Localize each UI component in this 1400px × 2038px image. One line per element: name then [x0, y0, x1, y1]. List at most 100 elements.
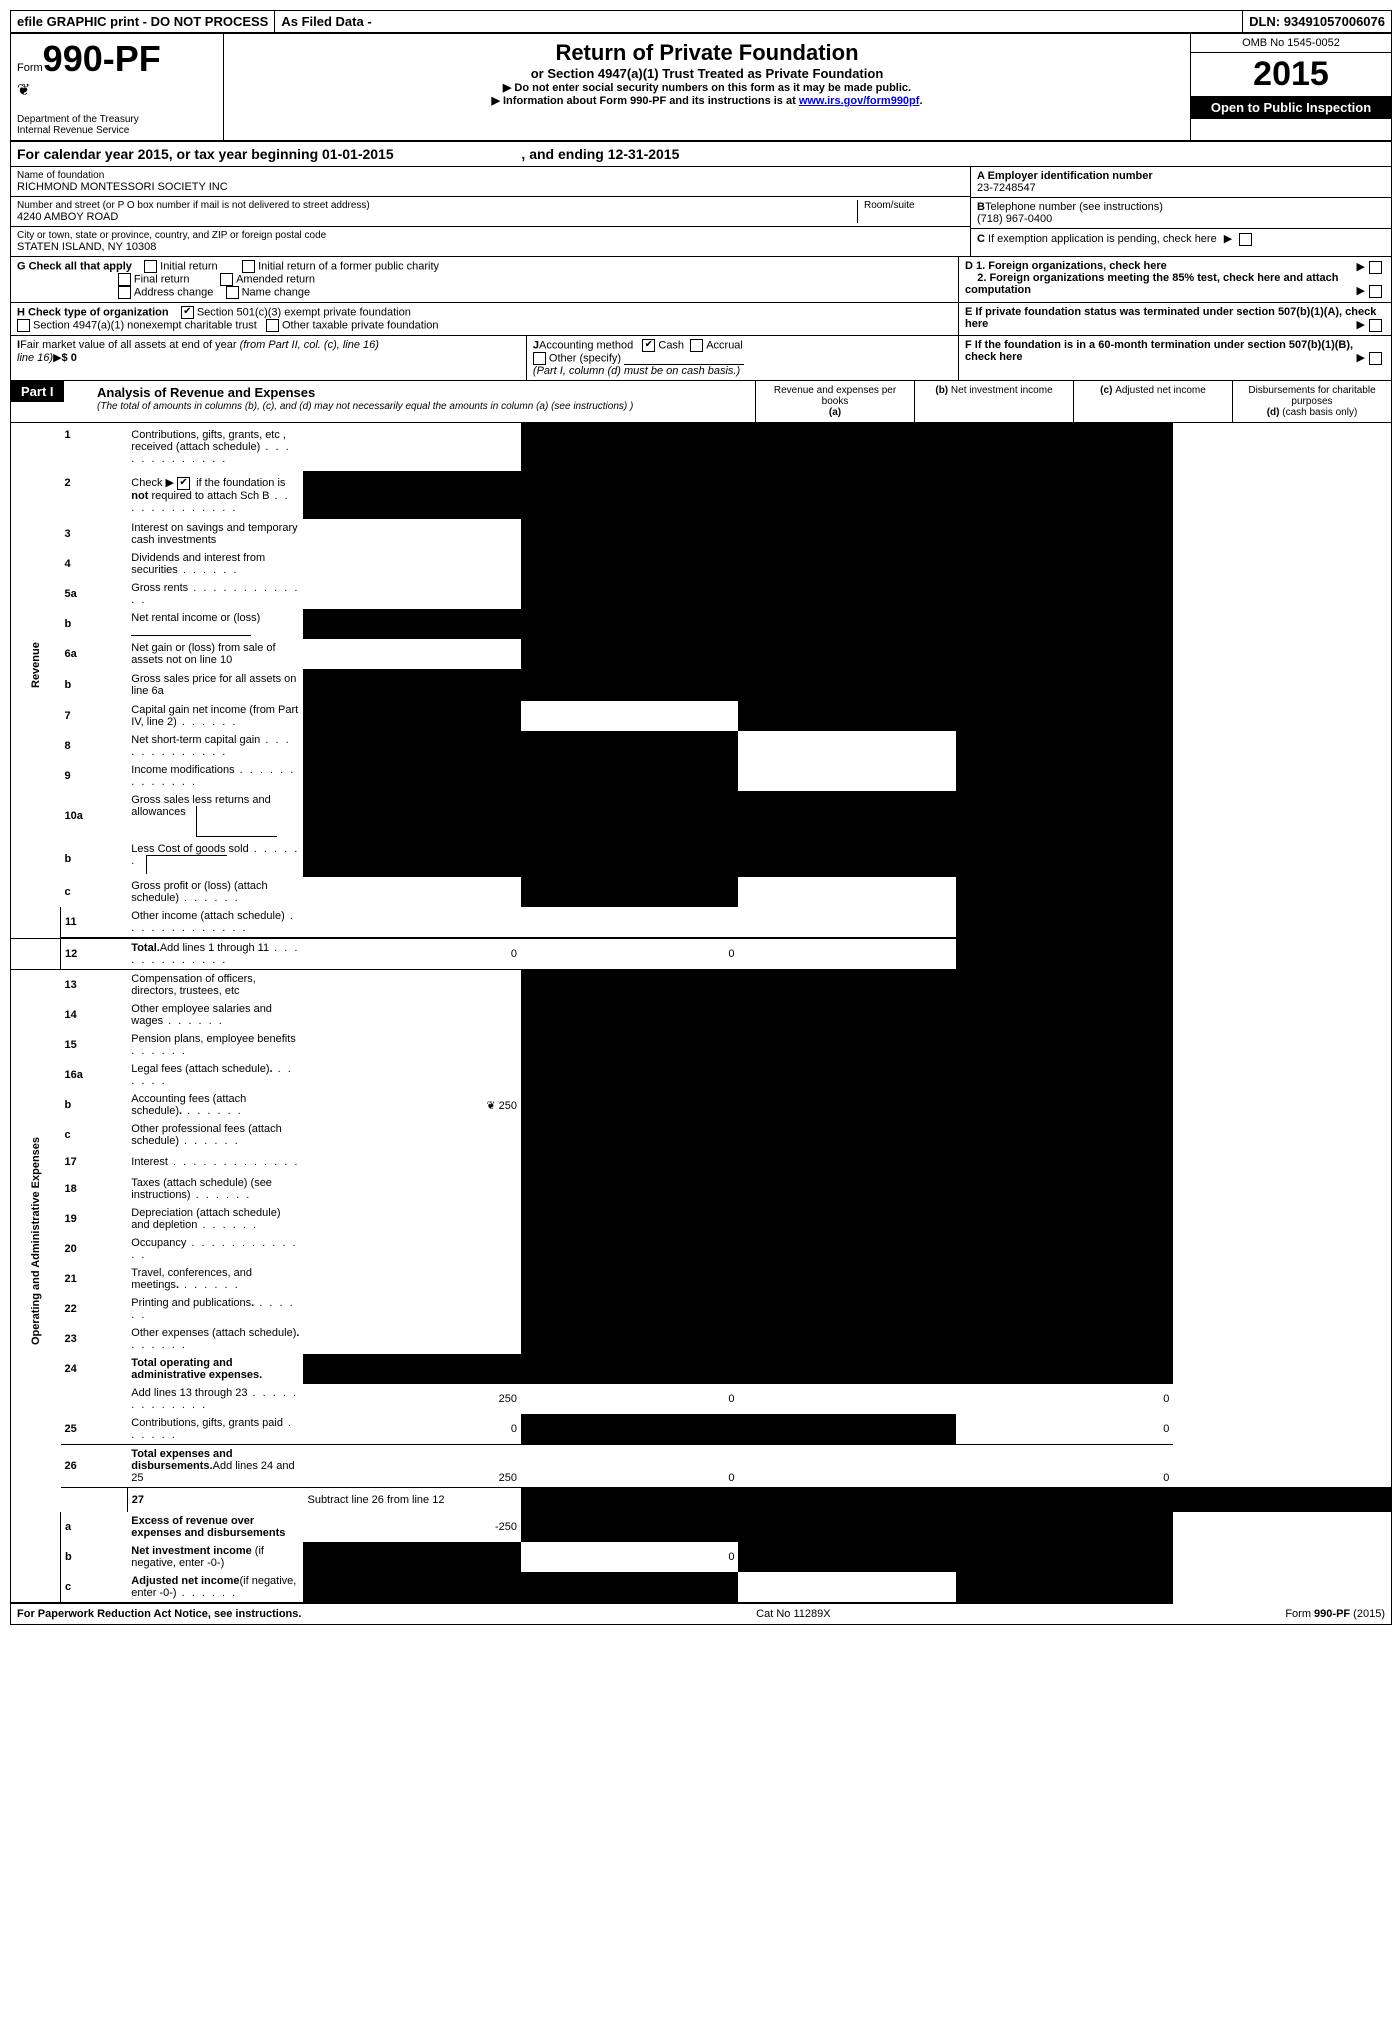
line-no: 23 — [61, 1324, 128, 1354]
line-desc: Interest on savings and temporary cash i… — [127, 519, 303, 549]
line-no: 20 — [61, 1234, 128, 1264]
initial-return-checkbox[interactable] — [144, 260, 157, 273]
dln-value: 93491057006076 — [1284, 14, 1385, 29]
j-text: Accounting method — [539, 339, 633, 351]
table-row: 20 Occupancy — [11, 1234, 1391, 1264]
f-checkbox[interactable] — [1369, 352, 1382, 365]
l12b: Add lines 1 through 11 — [160, 942, 269, 954]
line-desc: Other expenses (attach schedule). — [127, 1324, 303, 1354]
amended-checkbox[interactable] — [220, 273, 233, 286]
year-begin: 01-01-2015 — [322, 146, 394, 162]
l17: Interest — [131, 1156, 168, 1168]
table-row: 7 Capital gain net income (from Part IV,… — [11, 701, 1391, 731]
f-text: F If the foundation is in a 60-month ter… — [965, 339, 1353, 363]
namechg-checkbox[interactable] — [226, 286, 239, 299]
cash-checkbox[interactable]: ✔ — [642, 339, 655, 352]
addr-label: Number and street (or P O box number if … — [17, 200, 851, 211]
open-to-public: Open to Public Inspection — [1191, 96, 1391, 119]
other-method-checkbox[interactable] — [533, 352, 546, 365]
part1-table: Revenue 1 Contributions, gifts, grants, … — [11, 423, 1391, 1604]
exemption-checkbox[interactable] — [1239, 233, 1252, 246]
irs-link[interactable]: www.irs.gov/form990pf — [799, 95, 920, 107]
arrow-icon: ▶ — [1357, 318, 1365, 331]
line-desc: Income modifications — [127, 761, 303, 791]
line-desc: Gross sales price for all assets on line… — [127, 669, 303, 701]
col-c-text: Adjusted net income — [1115, 385, 1206, 396]
line-desc: Dividends and interest from securities — [127, 549, 303, 579]
check-row-h: H Check type of organization ✔Section 50… — [11, 303, 1391, 336]
d1-checkbox[interactable] — [1369, 261, 1382, 274]
dln: DLN: 93491057006076 — [1242, 11, 1391, 32]
initial-former-label: Initial return of a former public charit… — [258, 260, 439, 272]
501c3-checkbox[interactable]: ✔ — [181, 306, 194, 319]
l25-col-a: 0 — [303, 1414, 520, 1445]
as-filed-label: As Filed Data - — [275, 11, 377, 32]
table-row: 24 Total operating and administrative ex… — [11, 1354, 1391, 1384]
form-subtitle: or Section 4947(a)(1) Trust Treated as P… — [230, 66, 1184, 81]
cash-label: Cash — [658, 339, 684, 351]
line-no: 24 — [61, 1354, 128, 1384]
table-row: 18 Taxes (attach schedule) (see instruct… — [11, 1174, 1391, 1204]
telephone-cell: BTelephone number (see instructions) (71… — [971, 198, 1391, 229]
table-row: 14 Other employee salaries and wages — [11, 1000, 1391, 1030]
j-section: JAccounting method ✔Cash Accrual Other (… — [527, 336, 959, 380]
l27a-val: -250 — [303, 1512, 520, 1542]
4947-checkbox[interactable] — [17, 319, 30, 332]
initial-return-label: Initial return — [160, 260, 217, 272]
line-desc: Add lines 13 through 23 — [127, 1384, 303, 1414]
e-checkbox[interactable] — [1369, 319, 1382, 332]
addrchg-checkbox[interactable] — [118, 286, 131, 299]
col-a-header: Revenue and expenses per books (a) — [755, 381, 914, 422]
amended-label: Amended return — [236, 273, 315, 285]
line-desc: Printing and publications. — [127, 1294, 303, 1324]
arrow-icon: ▶ — [1357, 351, 1365, 364]
line-desc: Less Cost of goods sold — [127, 840, 303, 877]
info-right: A Employer identification number 23-7248… — [970, 167, 1391, 256]
initial-former-checkbox[interactable] — [242, 260, 255, 273]
accrual-checkbox[interactable] — [690, 339, 703, 352]
501c3-label: Section 501(c)(3) exempt private foundat… — [197, 306, 411, 318]
city-cell: City or town, state or province, country… — [11, 227, 970, 256]
l12-col-b: 0 — [521, 938, 738, 970]
line-desc: Contributions, gifts, grants paid — [127, 1414, 303, 1445]
line-desc: Accounting fees (attach schedule). — [127, 1090, 303, 1120]
line-no: 10a — [61, 791, 128, 840]
line-no: 22 — [61, 1294, 128, 1324]
line-no: 18 — [61, 1174, 128, 1204]
amt-cell — [521, 423, 738, 471]
l24-col-b: 0 — [521, 1384, 738, 1414]
table-row: c Adjusted net income(if negative, enter… — [11, 1572, 1391, 1603]
i-text: Fair market value of all assets at end o… — [20, 339, 240, 351]
line-no: 17 — [61, 1150, 128, 1174]
line-no: 19 — [61, 1204, 128, 1234]
arrow-icon: ▶ — [53, 352, 61, 364]
l27c: Adjusted net income — [131, 1575, 239, 1587]
schb-checkbox[interactable]: ✔ — [177, 477, 190, 490]
header-right: OMB No 1545-0052 2015 Open to Public Ins… — [1190, 34, 1391, 140]
calendar-year-row: For calendar year 2015, or tax year begi… — [11, 142, 1391, 167]
h-label: H Check type of organization — [17, 306, 169, 318]
l12-col-a: 0 — [303, 938, 520, 970]
dln-label: DLN: — [1249, 14, 1280, 29]
year-end: 12-31-2015 — [608, 146, 680, 162]
table-row: 22 Printing and publications. — [11, 1294, 1391, 1324]
table-row: Operating and Administrative Expenses 13… — [11, 970, 1391, 1001]
line-desc: Excess of revenue over expenses and disb… — [127, 1512, 303, 1542]
final-return-checkbox[interactable] — [118, 273, 131, 286]
line-no: b — [61, 669, 128, 701]
table-row: b Gross sales price for all assets on li… — [11, 669, 1391, 701]
l11: Other income (attach schedule) — [131, 910, 284, 922]
line-no: 2 — [61, 471, 128, 495]
table-row: b Net rental income or (loss) — [11, 609, 1391, 639]
arrow-icon: ▶ — [1357, 284, 1365, 297]
d2-checkbox[interactable] — [1369, 285, 1382, 298]
l24-col-a: 250 — [303, 1384, 520, 1414]
line-desc: Net short-term capital gain — [127, 731, 303, 761]
col-d-text: Disbursements for charitable purposes — [1248, 385, 1375, 407]
other-taxable-checkbox[interactable] — [266, 319, 279, 332]
line-desc: Net gain or (loss) from sale of assets n… — [127, 639, 303, 669]
c-label: C — [977, 233, 985, 245]
d-section: D 1. Foreign organizations, check here ▶… — [959, 257, 1391, 302]
line-no: a — [61, 1512, 128, 1542]
line-desc: Occupancy — [127, 1234, 303, 1264]
